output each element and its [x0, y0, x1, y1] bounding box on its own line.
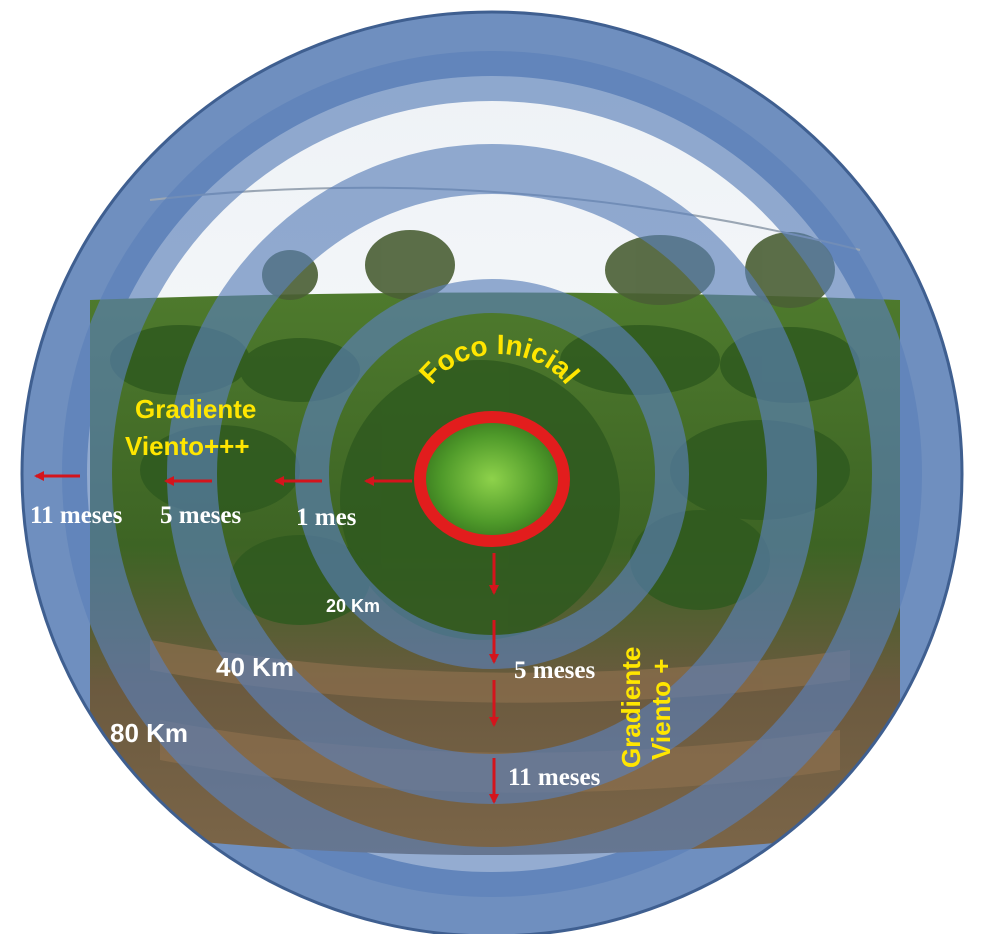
ring-20km: [295, 279, 689, 669]
time-west-5: 5 meses: [160, 502, 241, 529]
distance-40km: 40 Km: [216, 652, 294, 682]
west-arrows: [34, 471, 412, 486]
focus-ring: [414, 411, 570, 547]
ring-80km: [62, 51, 922, 897]
gradient-south-line2: Viento +: [646, 659, 676, 760]
distance-80km: 80 Km: [110, 718, 188, 748]
ring-40km: [167, 144, 817, 804]
time-south-11: 11 meses: [508, 764, 601, 791]
time-south-5: 5 meses: [514, 657, 595, 684]
gradient-west-line2: Viento+++: [125, 431, 250, 461]
outer-edge: [20, 10, 964, 934]
gradient-south-line1: Gradiente: [616, 647, 646, 768]
focus-leaf: [422, 419, 562, 539]
time-west-1: 1 mes: [296, 504, 357, 531]
distance-20km: 20 Km: [326, 596, 380, 616]
gradient-west-line1: Gradiente: [135, 394, 256, 424]
time-west-11: 11 meses: [30, 502, 123, 529]
